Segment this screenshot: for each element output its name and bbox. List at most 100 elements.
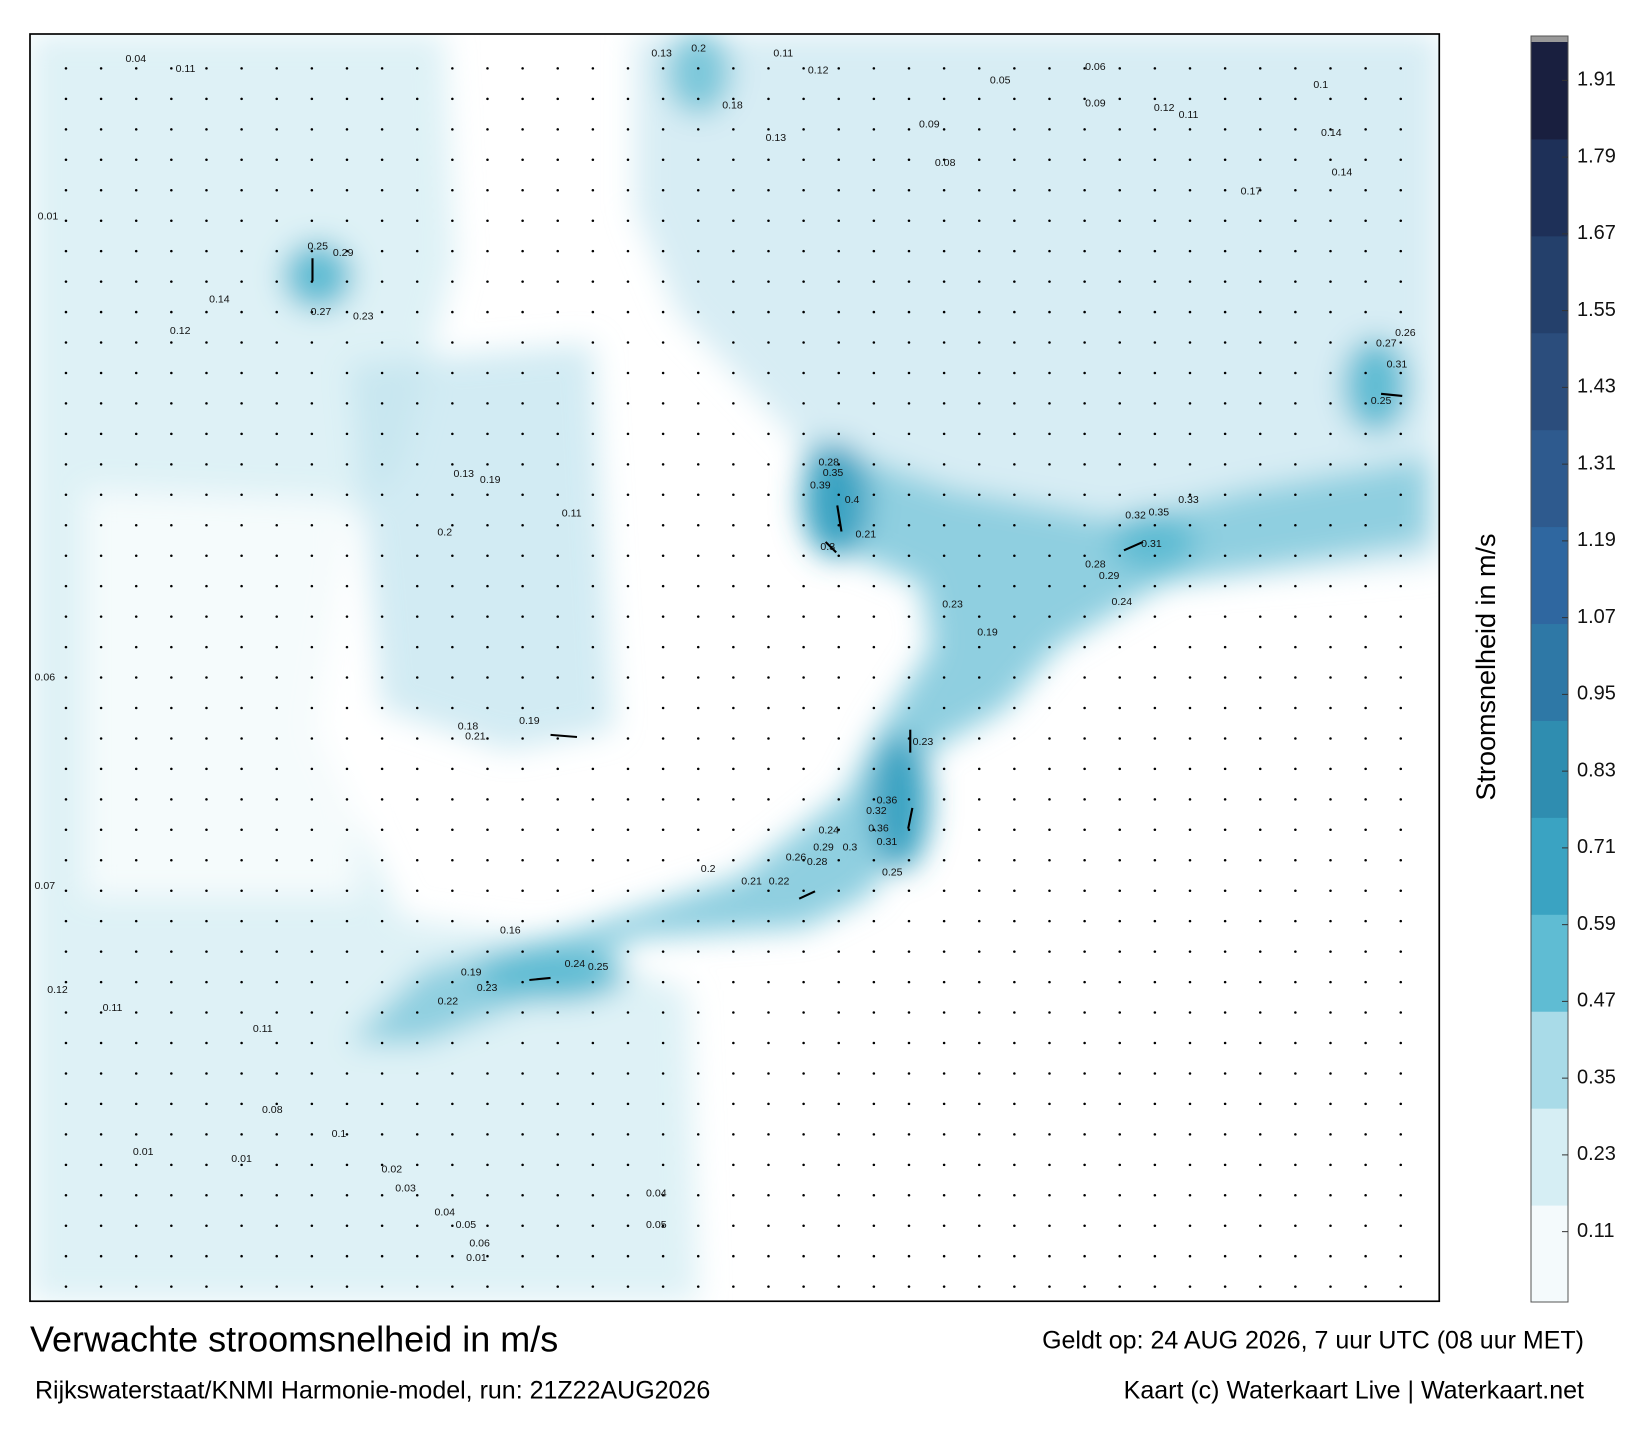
grid-dot (1083, 219, 1086, 222)
grid-dot (942, 1254, 946, 1258)
grid-dot (907, 128, 911, 131)
grid-dot (732, 1102, 735, 1106)
grid-dot (415, 1102, 419, 1106)
grid-dot (1118, 889, 1122, 892)
grid-dot (696, 219, 700, 222)
grid-dot (696, 645, 700, 649)
speed-label: 0.25 (1371, 395, 1392, 407)
grid-dot (1294, 1041, 1297, 1045)
grid-dot (1223, 1285, 1227, 1288)
grid-dot (1258, 1133, 1262, 1136)
grid-dot (1294, 889, 1297, 892)
grid-dot (205, 615, 208, 618)
grid-dot (626, 1163, 630, 1167)
grid-dot (1013, 1254, 1016, 1258)
grid-dot (1294, 828, 1297, 832)
grid-dot (1223, 341, 1227, 344)
grid-dot (661, 1133, 665, 1136)
grid-dot (1048, 128, 1051, 131)
grid-dot (1294, 706, 1297, 710)
grid-dot (64, 706, 68, 710)
grid-dot (556, 645, 559, 649)
grid-dot (415, 249, 419, 253)
grid-dot (99, 889, 103, 892)
grid-dot (134, 341, 138, 344)
grid-dot (64, 1041, 68, 1045)
grid-dot (1153, 767, 1157, 771)
grid-dot (1083, 615, 1086, 618)
grid-dot (240, 402, 243, 405)
grid-dot (732, 1254, 735, 1258)
grid-dot (99, 980, 103, 984)
grid-dot (310, 219, 314, 222)
grid-dot (1399, 798, 1403, 801)
grid-dot (1364, 524, 1367, 527)
grid-dot (1294, 280, 1297, 283)
grid-dot (1364, 280, 1367, 283)
speed-label: 0.25 (882, 866, 903, 878)
grid-dot (1048, 1072, 1051, 1075)
grid-dot (521, 128, 524, 131)
grid-dot (1153, 1011, 1157, 1014)
grid-dot (275, 1041, 278, 1045)
grid-dot (1048, 1102, 1051, 1106)
grid-dot (345, 1224, 349, 1227)
grid-dot (907, 1194, 911, 1197)
grid-dot (275, 67, 278, 70)
grid-dot (1364, 67, 1367, 70)
grid-dot (1083, 798, 1086, 801)
grid-dot (626, 859, 630, 862)
grid-dot (1013, 737, 1016, 740)
grid-dot (1399, 889, 1403, 892)
grid-dot (591, 67, 595, 70)
grid-dot (486, 767, 489, 771)
grid-dot (802, 97, 805, 101)
grid-dot (802, 432, 805, 436)
grid-dot (205, 371, 208, 375)
grid-dot (64, 493, 68, 497)
grid-dot (415, 402, 419, 405)
grid-dot (1118, 249, 1122, 253)
grid-dot (1013, 798, 1016, 801)
grid-dot (310, 493, 314, 497)
grid-dot (1048, 371, 1051, 375)
grid-dot (591, 341, 595, 344)
grid-dot (1118, 615, 1122, 618)
grid-dot (556, 1224, 559, 1227)
grid-dot (415, 1194, 419, 1197)
grid-dot (591, 128, 595, 131)
grid-dot (696, 493, 700, 497)
grid-dot (134, 1133, 138, 1136)
grid-dot (134, 889, 138, 892)
grid-dot (767, 859, 770, 862)
grid-dot (591, 645, 595, 649)
grid-dot (345, 1133, 349, 1136)
grid-dot (1294, 554, 1297, 557)
grid-dot (872, 1285, 876, 1288)
grid-dot (661, 67, 665, 70)
grid-dot (1118, 737, 1122, 740)
grid-dot (170, 1041, 173, 1045)
grid-dot (134, 524, 138, 527)
grid-dot (977, 158, 981, 162)
grid-dot (1258, 371, 1262, 375)
grid-dot (205, 1102, 208, 1106)
grid-dot (1153, 1163, 1157, 1167)
grid-dot (626, 1102, 630, 1106)
grid-dot (732, 767, 735, 771)
grid-dot (732, 1133, 735, 1136)
grid-dot (696, 310, 700, 314)
grid-dot (310, 889, 314, 892)
grid-dot (1294, 188, 1297, 192)
grid-dot (1258, 828, 1262, 832)
grid-dot (380, 1194, 384, 1197)
grid-dot (1013, 584, 1016, 588)
speed-label: 0.32 (1125, 510, 1146, 522)
grid-dot (907, 859, 911, 862)
grid-dot (1153, 463, 1157, 466)
grid-dot (626, 980, 630, 984)
grid-dot (1083, 97, 1086, 101)
grid-dot (64, 676, 68, 679)
grid-dot (661, 158, 665, 162)
colorbar-tick-label: 0.47 (1577, 990, 1616, 1012)
